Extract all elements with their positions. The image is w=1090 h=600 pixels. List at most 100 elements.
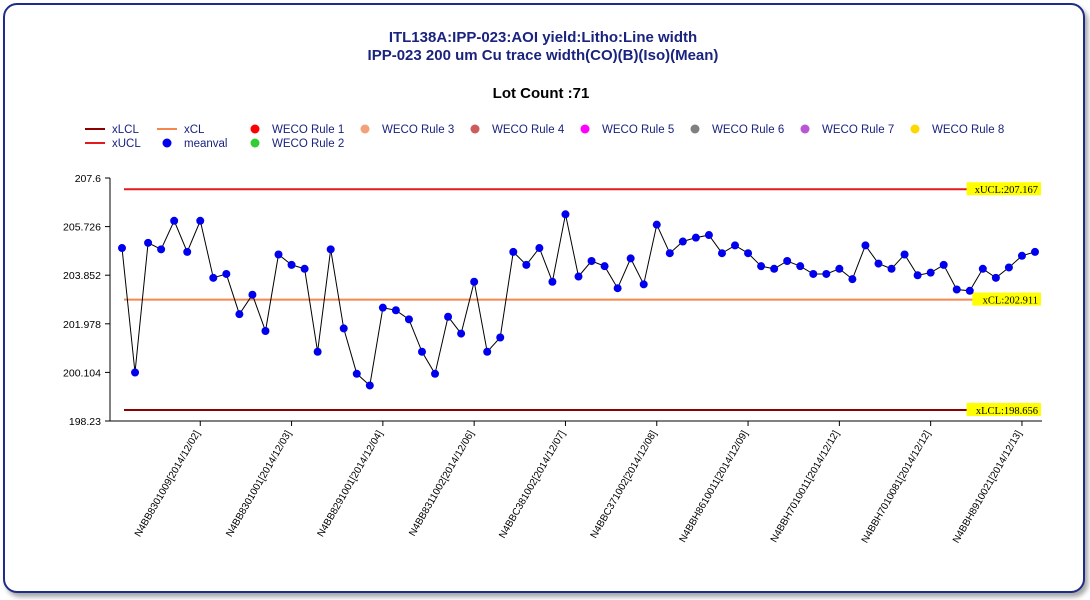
data-point-meanval xyxy=(339,324,348,333)
legend-item-weco-rule-2: WECO Rule 2 xyxy=(250,138,344,150)
legend-label-xlcl: xLCL xyxy=(112,124,139,136)
data-point-meanval xyxy=(809,269,818,278)
data-point-meanval xyxy=(352,369,361,378)
data-point-meanval xyxy=(300,264,309,273)
control-chart: ITL138A:IPP-023:AOI yield:Litho:Line wid… xyxy=(63,29,1042,545)
legend-item-weco-rule-7: WECO Rule 7 xyxy=(800,124,894,136)
data-point-meanval xyxy=(704,231,713,240)
data-point-meanval xyxy=(170,216,179,225)
data-point-meanval xyxy=(665,249,674,258)
data-point-meanval xyxy=(261,327,270,336)
limit-label-xcl: xCL:202.911 xyxy=(972,292,1041,307)
limit-label-bg-xcl xyxy=(972,292,1041,306)
legend-item-xcl: xCL xyxy=(157,124,205,136)
data-point-meanval xyxy=(770,264,779,273)
data-point-meanval xyxy=(874,259,883,268)
data-point-meanval xyxy=(1017,251,1026,260)
legend-swatch-weco-rule-5 xyxy=(580,124,590,134)
data-point-meanval xyxy=(235,310,244,319)
y-tick-label: 198.23 xyxy=(69,416,101,428)
y-tick-label: 207.6 xyxy=(75,173,101,185)
legend-label-xcl: xCL xyxy=(184,124,205,136)
data-point-meanval xyxy=(717,249,726,258)
legend-swatch-weco-rule-4 xyxy=(470,124,480,134)
data-point-meanval xyxy=(431,369,440,378)
data-point-meanval xyxy=(652,220,661,229)
data-point-meanval xyxy=(1031,247,1039,256)
data-point-meanval xyxy=(483,347,492,356)
x-tick-label: N4BB8301001[2014/12/03] xyxy=(224,429,294,539)
limit-label-bg-xlcl xyxy=(966,402,1041,416)
data-point-meanval xyxy=(444,312,453,321)
data-point-meanval xyxy=(613,284,622,293)
data-point-meanval xyxy=(913,271,922,280)
legend-item-weco-rule-5: WECO Rule 5 xyxy=(580,124,674,136)
data-point-meanval xyxy=(587,256,596,265)
x-tick-label: N4BBC381002[2014/12/07] xyxy=(497,429,568,541)
data-point-meanval xyxy=(196,216,205,225)
x-tick-label: N4BBH8910021[2014/12/13] xyxy=(951,429,1025,545)
x-tick-label: N4BB8291001[2014/12/04] xyxy=(316,429,386,539)
limit-label-bg-xucl xyxy=(966,182,1041,196)
data-point-meanval xyxy=(965,286,974,295)
legend-label-weco-rule-3: WECO Rule 3 xyxy=(382,124,454,136)
data-point-meanval xyxy=(835,264,844,273)
data-point-meanval xyxy=(535,244,544,253)
data-point-meanval xyxy=(952,285,961,294)
legend-item-weco-rule-4: WECO Rule 4 xyxy=(470,124,565,136)
limit-label-xucl: xUCL:207.167 xyxy=(966,182,1041,196)
legend-swatch-weco-rule-2 xyxy=(250,138,260,148)
data-point-meanval xyxy=(457,329,466,338)
legend-item-xlcl: xLCL xyxy=(85,124,139,136)
chart-title: ITL138A:IPP-023:AOI yield:Litho:Line wid… xyxy=(389,29,697,46)
data-point-meanval xyxy=(626,254,635,263)
legend-swatch-weco-rule-7 xyxy=(800,124,810,134)
legend-label-weco-rule-8: WECO Rule 8 xyxy=(932,124,1004,136)
legend-item-xucl: xUCL xyxy=(85,138,141,150)
data-point-meanval xyxy=(991,273,1000,282)
x-tick-label: N4BB8301009[2014/12/02] xyxy=(133,429,203,539)
data-point-meanval xyxy=(900,250,909,259)
data-point-meanval xyxy=(131,368,140,377)
data-point-meanval xyxy=(926,268,935,277)
data-point-meanval xyxy=(978,264,987,273)
legend-swatch-weco-rule-6 xyxy=(690,124,700,134)
data-point-meanval xyxy=(144,238,153,247)
x-tick-label: N4BBH7010081[2014/12/12] xyxy=(860,429,934,545)
data-point-meanval xyxy=(639,280,648,289)
data-point-meanval xyxy=(326,245,335,254)
data-point-meanval xyxy=(509,247,518,256)
data-point-meanval xyxy=(287,260,296,269)
x-tick-label: N4BBH7010011[2014/12/12] xyxy=(769,429,842,545)
legend-label-weco-rule-6: WECO Rule 6 xyxy=(712,124,784,136)
data-point-meanval xyxy=(757,262,766,271)
legend-item-weco-rule-1: WECO Rule 1 xyxy=(250,124,344,136)
lot-count: Lot Count :71 xyxy=(493,85,590,102)
data-point-meanval xyxy=(417,347,426,356)
data-point-meanval xyxy=(183,247,192,256)
data-point-meanval xyxy=(274,250,283,259)
data-point-meanval xyxy=(744,249,753,258)
data-point-meanval xyxy=(796,262,805,271)
legend: xLCL xUCL xCL meanval WECO Rule 1 WECO Rule 2… xyxy=(85,124,1004,150)
data-point-meanval xyxy=(861,241,870,250)
legend-label-weco-rule-2: WECO Rule 2 xyxy=(272,138,344,150)
data-point-meanval xyxy=(209,273,218,282)
legend-swatch-meanval xyxy=(162,138,172,148)
legend-item-weco-rule-3: WECO Rule 3 xyxy=(360,124,454,136)
y-tick-label: 200.104 xyxy=(63,367,101,379)
data-point-meanval xyxy=(522,260,531,269)
x-tick-label: N4BBH8610011[2014/12/09] xyxy=(678,429,751,545)
limit-label-xlcl: xLCL:198.656 xyxy=(966,402,1041,417)
data-point-meanval xyxy=(783,256,792,265)
legend-label-weco-rule-1: WECO Rule 1 xyxy=(272,124,344,136)
data-point-meanval xyxy=(470,277,479,286)
legend-swatch-weco-rule-3 xyxy=(360,124,370,134)
data-point-meanval xyxy=(574,272,583,281)
data-point-meanval xyxy=(118,244,126,253)
y-tick-label: 205.726 xyxy=(63,222,101,234)
chart-subtitle: IPP-023 200 um Cu trace width(CO)(B)(Iso… xyxy=(368,47,719,64)
data-point-meanval xyxy=(678,237,687,246)
data-point-meanval xyxy=(848,275,857,284)
legend-label-weco-rule-4: WECO Rule 4 xyxy=(492,124,565,136)
